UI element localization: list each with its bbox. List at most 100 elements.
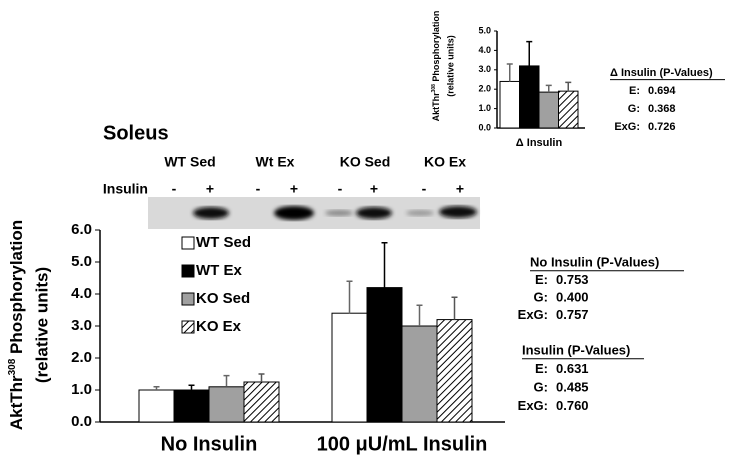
blot-lane-label: - xyxy=(422,181,427,197)
bar xyxy=(558,90,579,129)
stats-title: No Insulin (P-Values) xyxy=(530,254,659,269)
y-axis-label: (relative units) xyxy=(445,35,455,97)
y-label-part: AktThr xyxy=(431,92,441,121)
error-bar xyxy=(545,84,552,93)
y-tick-label: 2.0 xyxy=(71,349,92,366)
bar xyxy=(208,386,245,423)
error-bar xyxy=(258,373,265,382)
y-tick-label: 5.0 xyxy=(478,25,491,35)
legend-label: KO Sed xyxy=(196,290,250,307)
blot-title: Soleus xyxy=(103,122,169,144)
blot-lane-label: - xyxy=(172,181,177,197)
y-tick-label: 4.0 xyxy=(478,45,491,55)
blot-band xyxy=(274,206,314,220)
bar xyxy=(401,325,438,423)
stats-value: 0.694 xyxy=(648,85,676,97)
bar xyxy=(366,287,403,423)
blot-band xyxy=(406,210,434,216)
bar xyxy=(243,381,280,423)
error-bar xyxy=(451,296,458,320)
blot-band xyxy=(325,210,353,216)
blot-lane-label: + xyxy=(290,181,298,197)
bar xyxy=(138,389,175,423)
stats-value: 0.485 xyxy=(556,379,589,394)
blot-group-label: KO Sed xyxy=(340,154,391,170)
stats-key: E: xyxy=(629,85,640,97)
x-axis-label: Δ Insulin xyxy=(516,137,563,149)
western-blot xyxy=(148,197,480,229)
legend-label: WT Ex xyxy=(196,262,242,279)
blot-group-label: WT Sed xyxy=(164,154,215,170)
error-bar xyxy=(526,40,533,66)
blot-lane-label: + xyxy=(206,181,214,197)
stats-key: G: xyxy=(534,379,548,394)
blot-band xyxy=(193,207,229,219)
blot-group-label: KO Ex xyxy=(424,154,466,170)
stats-key: ExG: xyxy=(518,398,548,413)
bar xyxy=(173,389,210,423)
stats-title: Δ Insulin (P-Values) xyxy=(610,67,713,79)
stats-key: G: xyxy=(534,289,548,304)
bar xyxy=(331,312,368,423)
bar xyxy=(436,319,473,423)
stats-key: G: xyxy=(628,103,640,115)
bar xyxy=(499,80,520,129)
legend-label: WT Sed xyxy=(196,234,251,251)
blot-group-label: Wt Ex xyxy=(256,154,295,170)
stats-key: ExG: xyxy=(614,121,640,133)
y-tick-label: 6.0 xyxy=(71,221,92,238)
legend-swatch xyxy=(181,264,195,278)
stats-key: ExG: xyxy=(518,307,548,322)
stats-key: E: xyxy=(535,272,548,287)
y-axis-label: (relative units) xyxy=(32,267,51,383)
blot-lane-label: + xyxy=(456,181,464,197)
y-tick-label: 4.0 xyxy=(71,285,92,302)
stats-value: 0.753 xyxy=(556,272,589,287)
error-bar xyxy=(346,280,353,314)
stats-title: Insulin (P-Values) xyxy=(522,342,630,357)
y-label-part: Phosphorylation xyxy=(431,11,441,85)
y-tick-label: 0.0 xyxy=(478,122,491,132)
stats-value: 0.757 xyxy=(556,307,589,322)
legend-swatch xyxy=(181,236,195,250)
stats-key: E: xyxy=(535,361,548,376)
stats-value: 0.368 xyxy=(648,103,676,115)
bar xyxy=(538,91,559,129)
error-bar xyxy=(506,63,513,82)
x-tick-label: No Insulin xyxy=(161,433,258,455)
legend-swatch xyxy=(181,292,195,306)
error-bar xyxy=(153,386,160,390)
bar xyxy=(519,65,540,129)
blot-row-label: Insulin xyxy=(103,181,148,197)
stats-value: 0.760 xyxy=(556,398,589,413)
blot-band xyxy=(439,206,477,218)
y-tick-label: 5.0 xyxy=(71,253,92,270)
y-tick-label: 2.0 xyxy=(478,84,491,94)
error-bar xyxy=(188,384,195,390)
legend-swatch xyxy=(181,320,195,334)
stats-value: 0.631 xyxy=(556,361,589,376)
y-tick-label: 1.0 xyxy=(478,103,491,113)
stats-value: 0.726 xyxy=(648,121,676,133)
legend-label: KO Ex xyxy=(196,318,242,335)
y-label-sup: 308 xyxy=(431,84,437,93)
error-bar xyxy=(416,304,423,326)
blot-band xyxy=(356,207,392,219)
y-tick-label: 3.0 xyxy=(71,317,92,334)
blot-lane-label: - xyxy=(338,181,343,197)
error-bar xyxy=(565,81,572,92)
y-axis-label: AktThr308 Phosphorylation xyxy=(431,11,441,122)
error-bar xyxy=(223,374,230,387)
y-label-sup: 308 xyxy=(7,358,18,375)
error-bar xyxy=(381,242,388,288)
y-tick-label: 1.0 xyxy=(71,381,92,398)
blot-lane-label: - xyxy=(256,181,261,197)
y-axis-label: AktThr308 Phosphorylation xyxy=(7,220,26,430)
stats-value: 0.400 xyxy=(556,289,589,304)
y-label-part: AktThr xyxy=(7,375,26,430)
x-tick-label: 100 μU/mL Insulin xyxy=(317,433,488,455)
y-tick-label: 0.0 xyxy=(71,413,92,430)
y-tick-label: 3.0 xyxy=(478,64,491,74)
blot-lane-label: + xyxy=(370,181,378,197)
